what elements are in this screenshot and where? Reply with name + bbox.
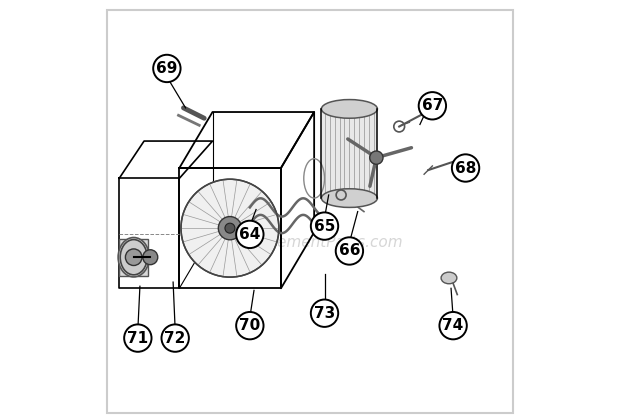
Ellipse shape (118, 238, 149, 277)
Text: 66: 66 (339, 243, 360, 259)
Circle shape (181, 179, 279, 277)
FancyBboxPatch shape (321, 109, 378, 198)
Circle shape (335, 237, 363, 265)
Circle shape (124, 324, 151, 352)
Text: 68: 68 (455, 160, 476, 176)
Circle shape (125, 249, 142, 266)
Text: 65: 65 (314, 219, 335, 234)
Text: 71: 71 (127, 331, 148, 346)
Text: 69: 69 (156, 61, 177, 76)
Circle shape (236, 221, 264, 248)
Circle shape (161, 324, 189, 352)
Ellipse shape (441, 272, 457, 284)
Text: eReplacementParts.com: eReplacementParts.com (216, 235, 404, 250)
Text: 64: 64 (239, 227, 260, 242)
Circle shape (225, 223, 235, 233)
Text: 74: 74 (443, 318, 464, 333)
FancyBboxPatch shape (119, 238, 148, 276)
Ellipse shape (321, 100, 378, 118)
Circle shape (236, 312, 264, 339)
Ellipse shape (120, 240, 147, 275)
Circle shape (418, 92, 446, 119)
Circle shape (311, 212, 338, 240)
Circle shape (440, 312, 467, 339)
Text: 72: 72 (164, 331, 186, 346)
Circle shape (370, 151, 383, 164)
Text: 73: 73 (314, 306, 335, 321)
Circle shape (452, 154, 479, 182)
Circle shape (218, 217, 242, 240)
Circle shape (311, 300, 338, 327)
Text: 67: 67 (422, 98, 443, 113)
Circle shape (153, 55, 180, 82)
Text: 70: 70 (239, 318, 260, 333)
Ellipse shape (321, 189, 378, 207)
Circle shape (143, 250, 157, 265)
